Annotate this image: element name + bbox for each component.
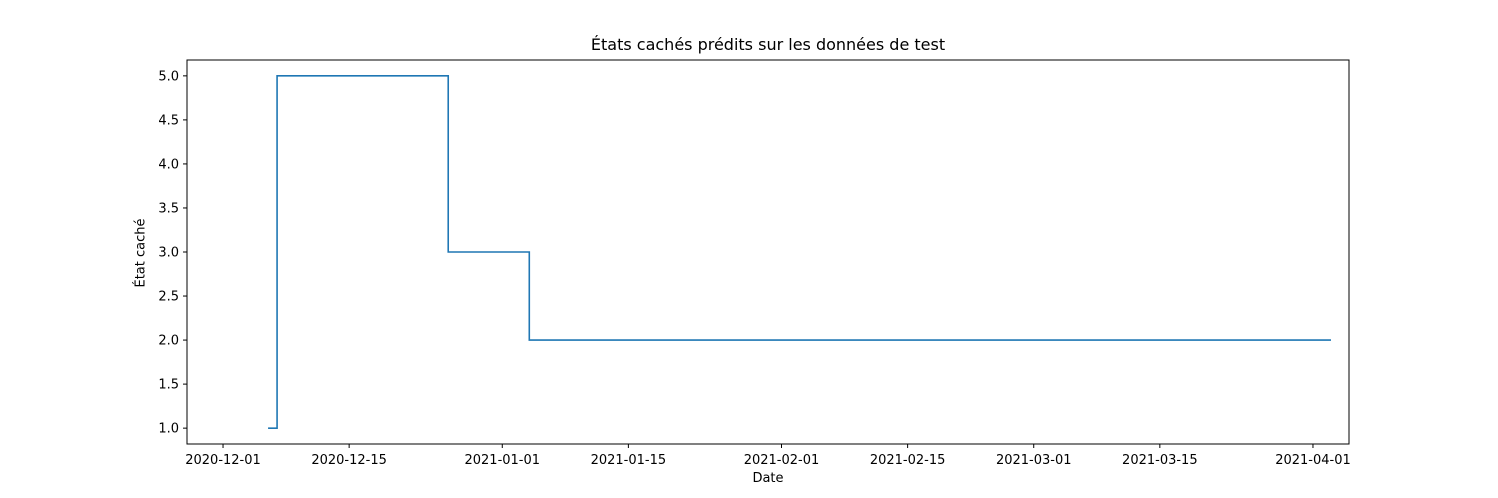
chart-title: États cachés prédits sur les données de …: [590, 35, 946, 54]
series-layer: [268, 75, 1331, 429]
x-tick-label: 2021-04-01: [1275, 453, 1351, 468]
y-tick-label: 4.5: [158, 113, 179, 128]
y-tick-label: 1.0: [158, 422, 179, 437]
x-tick-label: 2020-12-01: [185, 453, 261, 468]
series-line: [268, 75, 1331, 429]
y-tick-label: 2.0: [158, 334, 179, 349]
plot-area: [186, 59, 1350, 445]
y-tick-label: 2.5: [158, 290, 179, 305]
x-tick-label: 2021-02-15: [870, 453, 946, 468]
y-tick-label: 3.5: [158, 201, 179, 216]
x-axis: 2020-12-01 2020-12-15 2021-01-01 2021-01-15…: [185, 444, 1351, 468]
y-tick-label: 4.0: [158, 157, 179, 172]
y-tick-label: 1.5: [158, 378, 179, 393]
x-tick-label: 2021-01-01: [464, 453, 540, 468]
y-tick-label: 5.0: [158, 69, 179, 84]
x-tick-label: 2021-01-15: [591, 453, 667, 468]
x-tick-label: 2021-03-15: [1122, 453, 1198, 468]
y-axis: 1.0 1.5 2.0 2.5 3.0 3.5 4.0 4.5 5.0: [158, 69, 187, 437]
x-tick-label: 2021-02-01: [744, 453, 820, 468]
y-axis-label: État caché: [133, 218, 149, 288]
x-tick-label: 2020-12-15: [311, 453, 387, 468]
x-axis-label: Date: [752, 471, 784, 486]
x-tick-label: 2021-03-01: [996, 453, 1072, 468]
y-tick-label: 3.0: [158, 246, 179, 261]
